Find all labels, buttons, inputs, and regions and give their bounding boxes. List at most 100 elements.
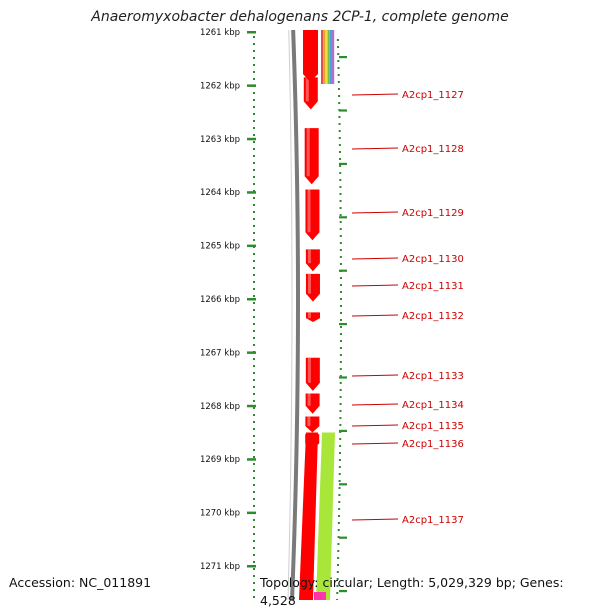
scale-dot xyxy=(253,106,255,108)
scale-dot xyxy=(253,428,255,430)
scale-dot xyxy=(253,505,255,507)
kbp-tick-right xyxy=(339,536,347,539)
scale-dot xyxy=(253,99,255,101)
scale-dot xyxy=(338,515,341,517)
kbp-tick xyxy=(247,404,256,408)
scale-dot xyxy=(253,435,255,437)
scale-dot xyxy=(337,60,340,62)
scale-dot xyxy=(253,477,255,479)
gene-arrow-highlight xyxy=(305,77,309,102)
scale-dot xyxy=(253,442,255,444)
scale-dot xyxy=(253,190,255,192)
scale-dot xyxy=(253,148,255,150)
kbp-tick-right xyxy=(339,216,347,219)
scale-dot xyxy=(253,274,255,276)
scale-dot xyxy=(338,137,341,139)
scale-dot xyxy=(253,281,255,283)
scale-dot xyxy=(253,127,255,129)
gene-layer xyxy=(299,30,335,600)
scale-dot xyxy=(339,186,342,188)
scale-dot xyxy=(253,568,255,570)
scale-dot xyxy=(339,249,342,251)
scale-dot xyxy=(339,200,342,202)
scale-dot xyxy=(337,522,340,524)
scale-dot xyxy=(338,144,341,146)
scale-dot xyxy=(337,88,340,90)
scale-dot xyxy=(339,228,342,230)
kbp-tick-label: 1261 kbp xyxy=(200,28,240,38)
scale-dot xyxy=(253,470,255,472)
scale-dot xyxy=(253,596,255,598)
scale-dot xyxy=(339,445,342,447)
kbp-tick-label: 1263 kbp xyxy=(200,135,240,145)
scale-dot xyxy=(339,214,342,216)
scale-dot xyxy=(253,365,255,367)
scale-dot xyxy=(253,533,255,535)
gene-label: A2cp1_1129 xyxy=(402,208,464,219)
scale-dot xyxy=(339,438,342,440)
scale-dot xyxy=(253,554,255,556)
kbp-tick xyxy=(247,458,256,461)
scale-dot xyxy=(253,337,255,339)
tick-layer: 1261 kbp 1262 kbp 1263 kbp 1264 kbp 1265 kbp… xyxy=(200,28,347,600)
scale-dot xyxy=(253,155,255,157)
top-feature-band xyxy=(325,30,328,84)
scale-dot xyxy=(253,50,255,52)
scale-dot xyxy=(253,393,255,395)
scale-dot xyxy=(253,288,255,290)
scale-dot xyxy=(253,547,255,549)
gene-label: A2cp1_1127 xyxy=(402,90,464,101)
scale-dot xyxy=(339,340,342,342)
scale-dot xyxy=(337,74,340,76)
gene-label: A2cp1_1137 xyxy=(402,515,464,526)
scale-dot xyxy=(339,305,342,307)
kbp-tick-label: 1267 kbp xyxy=(200,348,240,358)
scale-dot xyxy=(253,582,255,584)
scale-dot xyxy=(253,330,255,332)
gene-label: A2cp1_1135 xyxy=(402,421,464,432)
scale-dot xyxy=(339,424,342,426)
scale-dot xyxy=(339,368,342,370)
scale-dot xyxy=(336,571,339,573)
scale-dot xyxy=(253,225,255,227)
gene-leader-line xyxy=(351,374,399,377)
gene-arrow-highlight xyxy=(307,273,311,294)
gene-label: A2cp1_1130 xyxy=(402,254,464,265)
gene-label: A2cp1_1128 xyxy=(402,144,464,155)
scale-dot xyxy=(253,57,255,59)
kbp-tick-label: 1271 kbp xyxy=(200,562,240,572)
scale-dot xyxy=(253,316,255,318)
scale-dot xyxy=(253,232,255,234)
scale-dot xyxy=(339,207,342,209)
gene-arrow-highlight xyxy=(307,393,311,406)
kbp-tick-right xyxy=(339,323,347,326)
scale-dot xyxy=(253,302,255,304)
gene-arrow-highlight xyxy=(307,357,311,383)
top-feature-band xyxy=(321,30,324,84)
scale-dot xyxy=(253,71,255,73)
map-title: Anaeromyxobacter dehalogenans 2CP-1, com… xyxy=(91,9,509,25)
scale-dot xyxy=(253,260,255,262)
kbp-tick-right xyxy=(339,162,347,165)
scale-dot xyxy=(253,463,255,465)
scale-dot xyxy=(253,78,255,80)
gene-leader-line xyxy=(351,257,399,260)
scale-dot xyxy=(339,256,342,258)
top-feature-band xyxy=(329,30,332,84)
gene-arrow xyxy=(303,30,318,82)
gene-leader-line xyxy=(351,211,399,214)
backbone-line xyxy=(290,29,301,600)
scale-dot xyxy=(253,575,255,577)
scale-dot xyxy=(338,501,341,503)
scale-dot xyxy=(339,347,342,349)
scale-dot xyxy=(253,267,255,269)
scale-dot xyxy=(253,141,255,143)
scale-dot xyxy=(253,239,255,241)
gene-arrow xyxy=(316,432,335,600)
scale-dot xyxy=(339,319,342,321)
kbp-tick-label: 1265 kbp xyxy=(200,242,240,252)
scale-dot xyxy=(253,526,255,528)
gene-leader-line xyxy=(351,442,399,445)
gene-arrow-highlight xyxy=(307,416,311,427)
